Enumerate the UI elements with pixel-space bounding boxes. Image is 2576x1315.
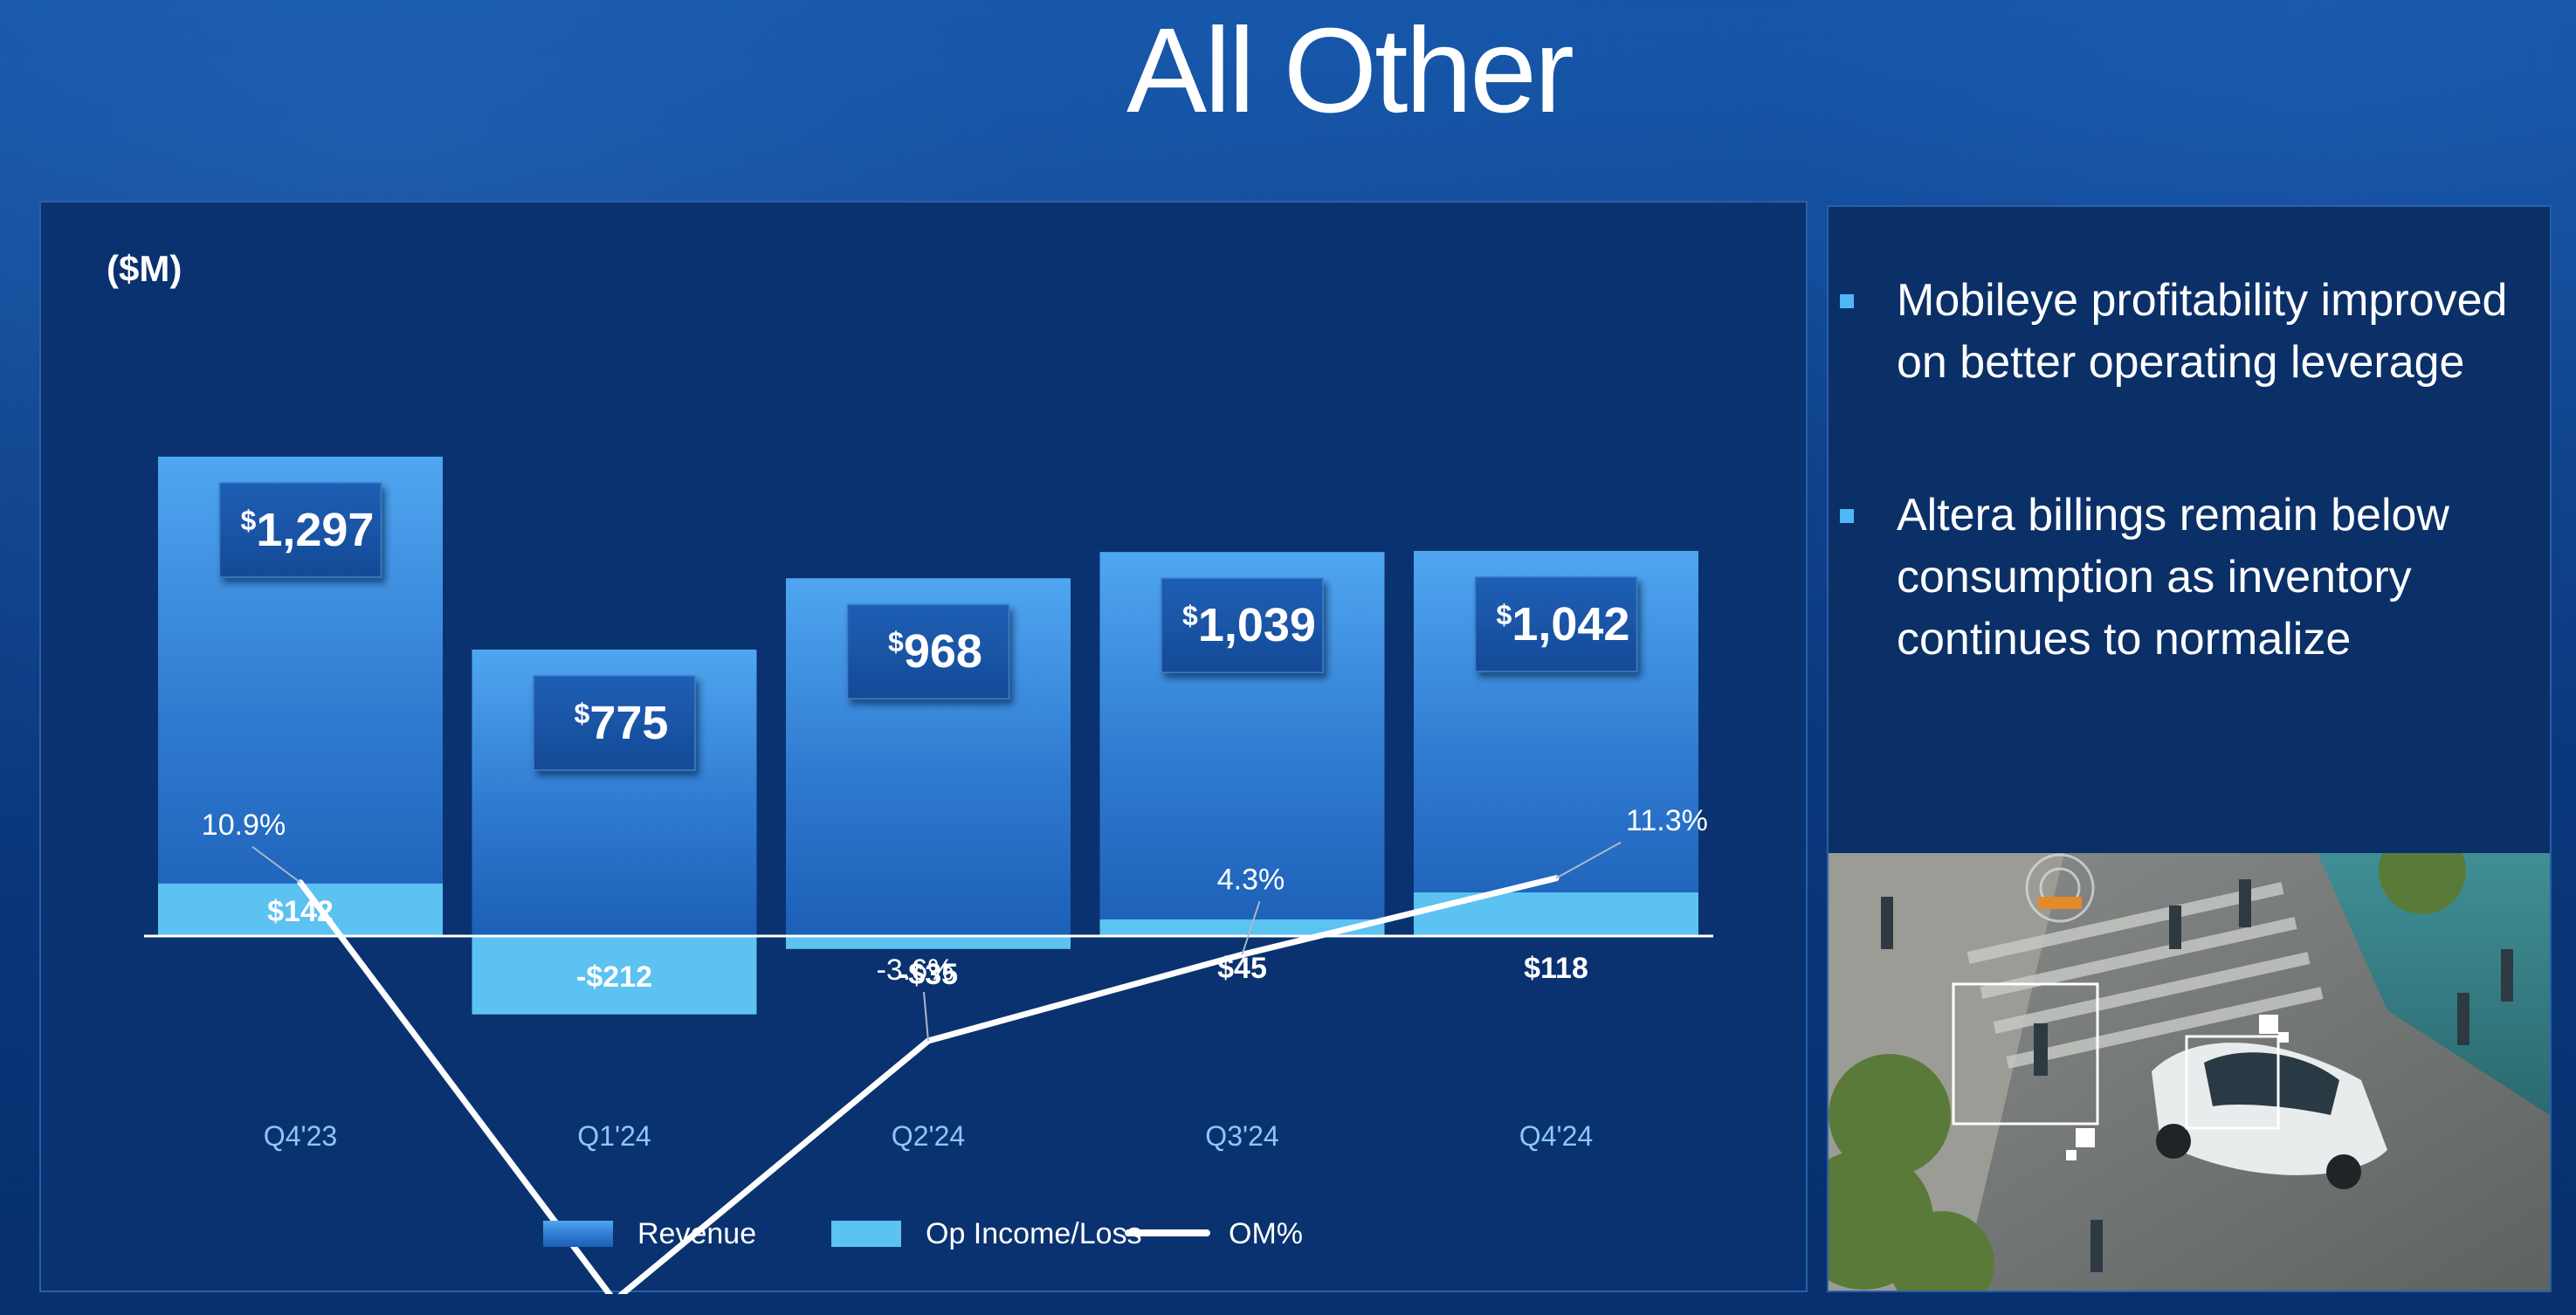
revenue-value-label: $1,039 [1182,599,1316,651]
revenue-value-label: $775 [575,697,669,749]
revenue-value-box [846,603,1010,699]
om-label-leader [251,845,301,884]
om-label-leader [1241,900,1261,955]
op-income-bar [786,936,1071,949]
legend-om-label: OM% [1229,1217,1303,1250]
revenue-value-box [218,482,382,578]
revenue-value-label: $1,042 [1497,598,1630,651]
currency-symbol: $ [888,626,904,658]
plot-area: $1,297$142Q4'23$775-$212Q1'24$968-$35Q2'… [144,456,1713,1294]
legend-op-income-swatch [831,1221,901,1247]
revenue-value-box [1161,577,1324,673]
op-income-bar [472,936,757,1015]
op-income-label: -$35 [899,958,958,991]
legend-revenue-swatch [543,1221,613,1247]
om-value-label: 4.3% [1217,863,1285,896]
legend-revenue-label: Revenue [637,1217,756,1250]
bullet-marker-icon [1840,294,1854,308]
category-label: Q4'23 [264,1120,337,1152]
slide-title: All Other [1126,3,1574,138]
bullet-marker-icon [1840,509,1854,523]
revenue-value-box [533,675,696,771]
bullet-text: Mobileye profitability improved on bette… [1897,275,2508,388]
currency-symbol: $ [1182,600,1198,631]
bullet-item-mobileye: Mobileye profitability improved on bette… [1840,270,2508,394]
om-label-leader [923,991,929,1042]
legend-op-income-label: Op Income/Loss [926,1217,1142,1250]
revenue-value-label: $968 [888,625,982,678]
bullet-item-altera: Altera billings remain below consumption… [1840,485,2508,671]
op-income-label: $118 [1524,952,1588,985]
currency-symbol: $ [575,698,590,729]
revenue-value-box [1474,576,1638,672]
op-income-bar [1099,919,1385,936]
currency-symbol: $ [1497,599,1512,630]
revenue-value-text: 1,039 [1198,599,1316,651]
chart-panel: ($M) $1,297 $142 Q4'23 $775 -$212 Q1'24 $968 -$… [39,201,1808,1294]
op-income-label: -$212 [576,960,652,994]
side-panel: Mobileye profitability improved on bette… [1827,205,2552,1292]
op-income-bar [158,883,443,936]
om-value-label: 10.9% [202,809,286,842]
om-value-label: 11.3% [1626,804,1708,837]
category-label: Q3'24 [1205,1120,1278,1152]
unit-label: ($M) [107,248,183,289]
street-scene-photo [1829,853,2550,1291]
category-label: Q4'24 [1519,1120,1593,1152]
revenue-value-text: 968 [904,625,982,678]
om-value-label: -3.6% [877,954,954,987]
bullet-text: Altera billings remain below consumption… [1897,490,2449,664]
om-label-leader [1555,841,1622,879]
revenue-value-label: $1,297 [241,504,375,556]
revenue-value-text: 1,042 [1512,598,1629,651]
chart-svg: $1,297$142Q4'23$775-$212Q1'24$968-$35Q2'… [144,456,1713,1294]
legend: Revenue Op Income/Loss OM% [543,1217,1303,1250]
op-income-bar [1414,892,1698,936]
currency-symbol: $ [241,505,257,536]
revenue-value-text: 775 [589,697,668,749]
category-label: Q2'24 [892,1120,965,1152]
revenue-value-text: 1,297 [256,504,374,556]
category-label: Q1'24 [577,1120,651,1152]
